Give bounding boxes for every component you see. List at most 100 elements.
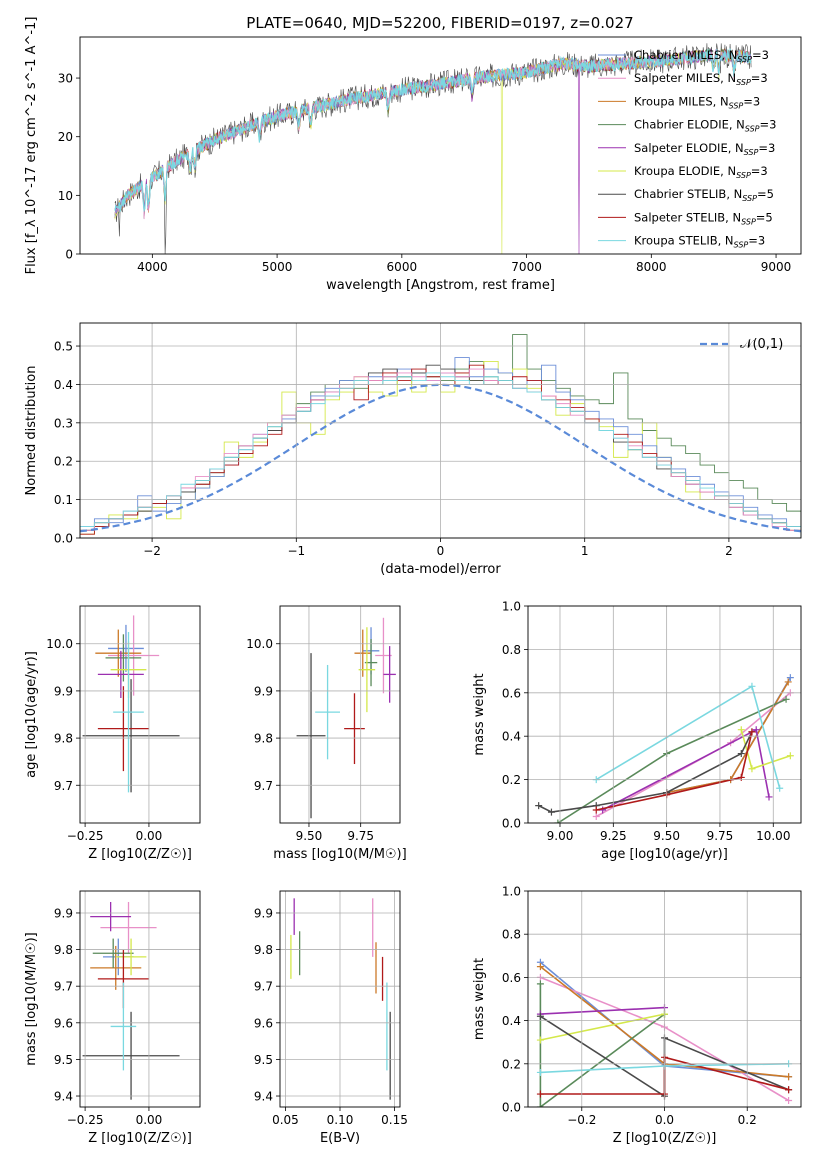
y-tick-label: 0.1 bbox=[54, 493, 73, 507]
x-tick-label: 4000 bbox=[137, 260, 168, 274]
mass-weight-line bbox=[539, 983, 665, 1107]
spectrum-legend: Chabrier MILES, NSSP=3 Salpeter MILES, NS… bbox=[598, 48, 776, 250]
y-tick-label: 9.8 bbox=[54, 943, 73, 957]
y-tick-label: 9.6 bbox=[254, 1016, 273, 1030]
y-tick-label: 0.2 bbox=[54, 455, 73, 469]
x-tick-label: 0.05 bbox=[272, 1113, 299, 1127]
legend-label: Salpeter ELODIE, NSSP=3 bbox=[634, 141, 775, 157]
mass-weight-line bbox=[557, 698, 787, 823]
mass-weight-marker bbox=[752, 726, 760, 734]
mass-weight-marker bbox=[737, 750, 745, 758]
mass-vs-Z-panel: −0.25 0.00 9.4 9.5 9.6 9.7 9.8 9.9 Z [log10(Z/Z☉… bbox=[24, 890, 201, 1146]
y-tick-label: 1.0 bbox=[502, 600, 521, 614]
x-tick-label: 7000 bbox=[511, 260, 542, 274]
x-tick-label: 9.25 bbox=[600, 829, 627, 843]
mass-vs-EBV-plot-area bbox=[290, 898, 391, 1100]
mass-weight-marker bbox=[599, 806, 607, 814]
mass-weight-line bbox=[666, 681, 789, 794]
mass-weight-marker bbox=[785, 1086, 793, 1094]
x-tick-label: 6000 bbox=[387, 260, 418, 274]
y-tick-label: 10.0 bbox=[246, 637, 273, 651]
legend-label: Kroupa ELODIE, NSSP=3 bbox=[634, 164, 768, 180]
x-tick-label: 0.00 bbox=[136, 829, 163, 843]
spectrum-plot-area bbox=[114, 43, 752, 254]
y-tick-label: 1.0 bbox=[502, 885, 521, 899]
axes-frame bbox=[79, 605, 201, 824]
mass-weight-line bbox=[666, 677, 791, 794]
y-tick-label: 0.0 bbox=[502, 1101, 521, 1115]
x-tick-label: 9.50 bbox=[296, 829, 323, 843]
residuals-panel: −2 −1 0 1 2 0.0 0.1 0.2 0.3 0.4 0.5 (data-model)/er… bbox=[24, 322, 802, 577]
mass-weight-marker bbox=[535, 802, 543, 810]
mass-weight-marker bbox=[536, 980, 544, 988]
y-axis-label: mass weight bbox=[472, 673, 487, 755]
x-tick-label: −2 bbox=[143, 544, 161, 558]
mass-weight-marker bbox=[776, 784, 784, 792]
y-tick-label: 9.4 bbox=[254, 1090, 273, 1104]
mass-weight-marker bbox=[785, 1097, 793, 1105]
mass-weight-marker bbox=[784, 678, 792, 686]
mass-weight-line bbox=[540, 1006, 665, 1015]
y-tick-label: 0.2 bbox=[502, 773, 521, 787]
y-tick-label: 0.6 bbox=[502, 686, 521, 700]
x-axis-label: wavelength [Angstrom, rest frame] bbox=[326, 278, 555, 293]
x-axis-label: Z [log10(Z/Z☉)] bbox=[88, 1131, 192, 1146]
age-vs-Z-plot-area bbox=[82, 615, 180, 793]
mass-weight-vs-Z-panel: −0.2 0.0 0.2 0.0 0.2 0.4 0.6 0.8 1.0 Z [log10(Z/Z… bbox=[472, 885, 802, 1146]
mass-vs-Z-plot-area bbox=[82, 901, 180, 1100]
y-tick-label: 9.9 bbox=[254, 684, 273, 698]
x-tick-label: −0.25 bbox=[67, 1113, 104, 1127]
y-tick-label: 9.9 bbox=[254, 906, 273, 920]
x-tick-label: 10.00 bbox=[756, 829, 790, 843]
x-tick-label: 0.0 bbox=[655, 1113, 674, 1127]
x-tick-label: 9000 bbox=[761, 260, 792, 274]
mass-weight-marker bbox=[782, 695, 790, 703]
x-tick-label: −0.2 bbox=[567, 1113, 596, 1127]
y-tick-label: 0.4 bbox=[54, 378, 73, 392]
legend-label: Salpeter STELIB, NSSP=5 bbox=[634, 210, 773, 226]
mass-weight-line bbox=[540, 1013, 665, 1041]
mass-weight-marker bbox=[737, 726, 745, 734]
legend-label: Kroupa MILES, NSSP=3 bbox=[634, 94, 760, 110]
x-axis-label: mass [log10(M/M☉)] bbox=[273, 847, 406, 862]
mass-weight-marker bbox=[786, 752, 794, 760]
y-tick-label: 10 bbox=[58, 189, 73, 203]
axes-frame bbox=[79, 322, 802, 539]
x-tick-label: 0.00 bbox=[136, 1113, 163, 1127]
y-tick-label: 9.6 bbox=[54, 1016, 73, 1030]
y-tick-label: 9.7 bbox=[54, 980, 73, 994]
y-tick-label: 9.7 bbox=[254, 779, 273, 793]
y-tick-label: 10.0 bbox=[46, 637, 73, 651]
y-tick-label: 9.8 bbox=[254, 732, 273, 746]
mass-weight-line bbox=[595, 685, 781, 789]
mass-weight-vs-age-panel: 9.00 9.25 9.50 9.75 10.00 0.0 0.2 0.4 0.6 0.8 1.0 a… bbox=[472, 600, 802, 862]
x-tick-label: 1 bbox=[581, 544, 589, 558]
age-vs-mass-panel: 9.50 9.75 9.7 9.8 9.9 10.0 mass [log10(M/M☉)] bbox=[246, 605, 407, 862]
x-tick-label: 0.15 bbox=[381, 1113, 408, 1127]
x-tick-label: 8000 bbox=[636, 260, 667, 274]
y-tick-label: 0.4 bbox=[502, 1014, 521, 1028]
y-tick-label: 0.8 bbox=[502, 643, 521, 657]
legend-label: Chabrier ELODIE, NSSP=3 bbox=[634, 118, 776, 134]
mass-weight-marker bbox=[536, 1012, 544, 1020]
y-tick-label: 0.0 bbox=[502, 817, 521, 831]
x-axis-label: (data-model)/error bbox=[380, 562, 501, 577]
x-tick-label: 0.10 bbox=[327, 1113, 354, 1127]
mass-weight-vs-age-plot-area bbox=[535, 674, 794, 823]
x-tick-label: 9.75 bbox=[347, 829, 374, 843]
y-axis-label: mass [log10(M/M☉)] bbox=[24, 932, 39, 1065]
y-tick-label: 9.9 bbox=[54, 906, 73, 920]
y-tick-label: 0.4 bbox=[502, 730, 521, 744]
mass-weight-marker bbox=[786, 674, 794, 682]
mass-weight-marker bbox=[536, 1036, 544, 1044]
mass-weight-marker bbox=[748, 765, 756, 773]
x-axis-label: E(B-V) bbox=[320, 1131, 360, 1146]
mass-weight-marker bbox=[592, 812, 600, 820]
mass-weight-line bbox=[596, 731, 753, 811]
x-tick-label: 5000 bbox=[262, 260, 293, 274]
x-tick-label: −1 bbox=[287, 544, 305, 558]
legend-label: Kroupa STELIB, NSSP=3 bbox=[634, 234, 765, 250]
mass-weight-marker bbox=[536, 963, 544, 971]
axes-frame bbox=[527, 605, 802, 824]
